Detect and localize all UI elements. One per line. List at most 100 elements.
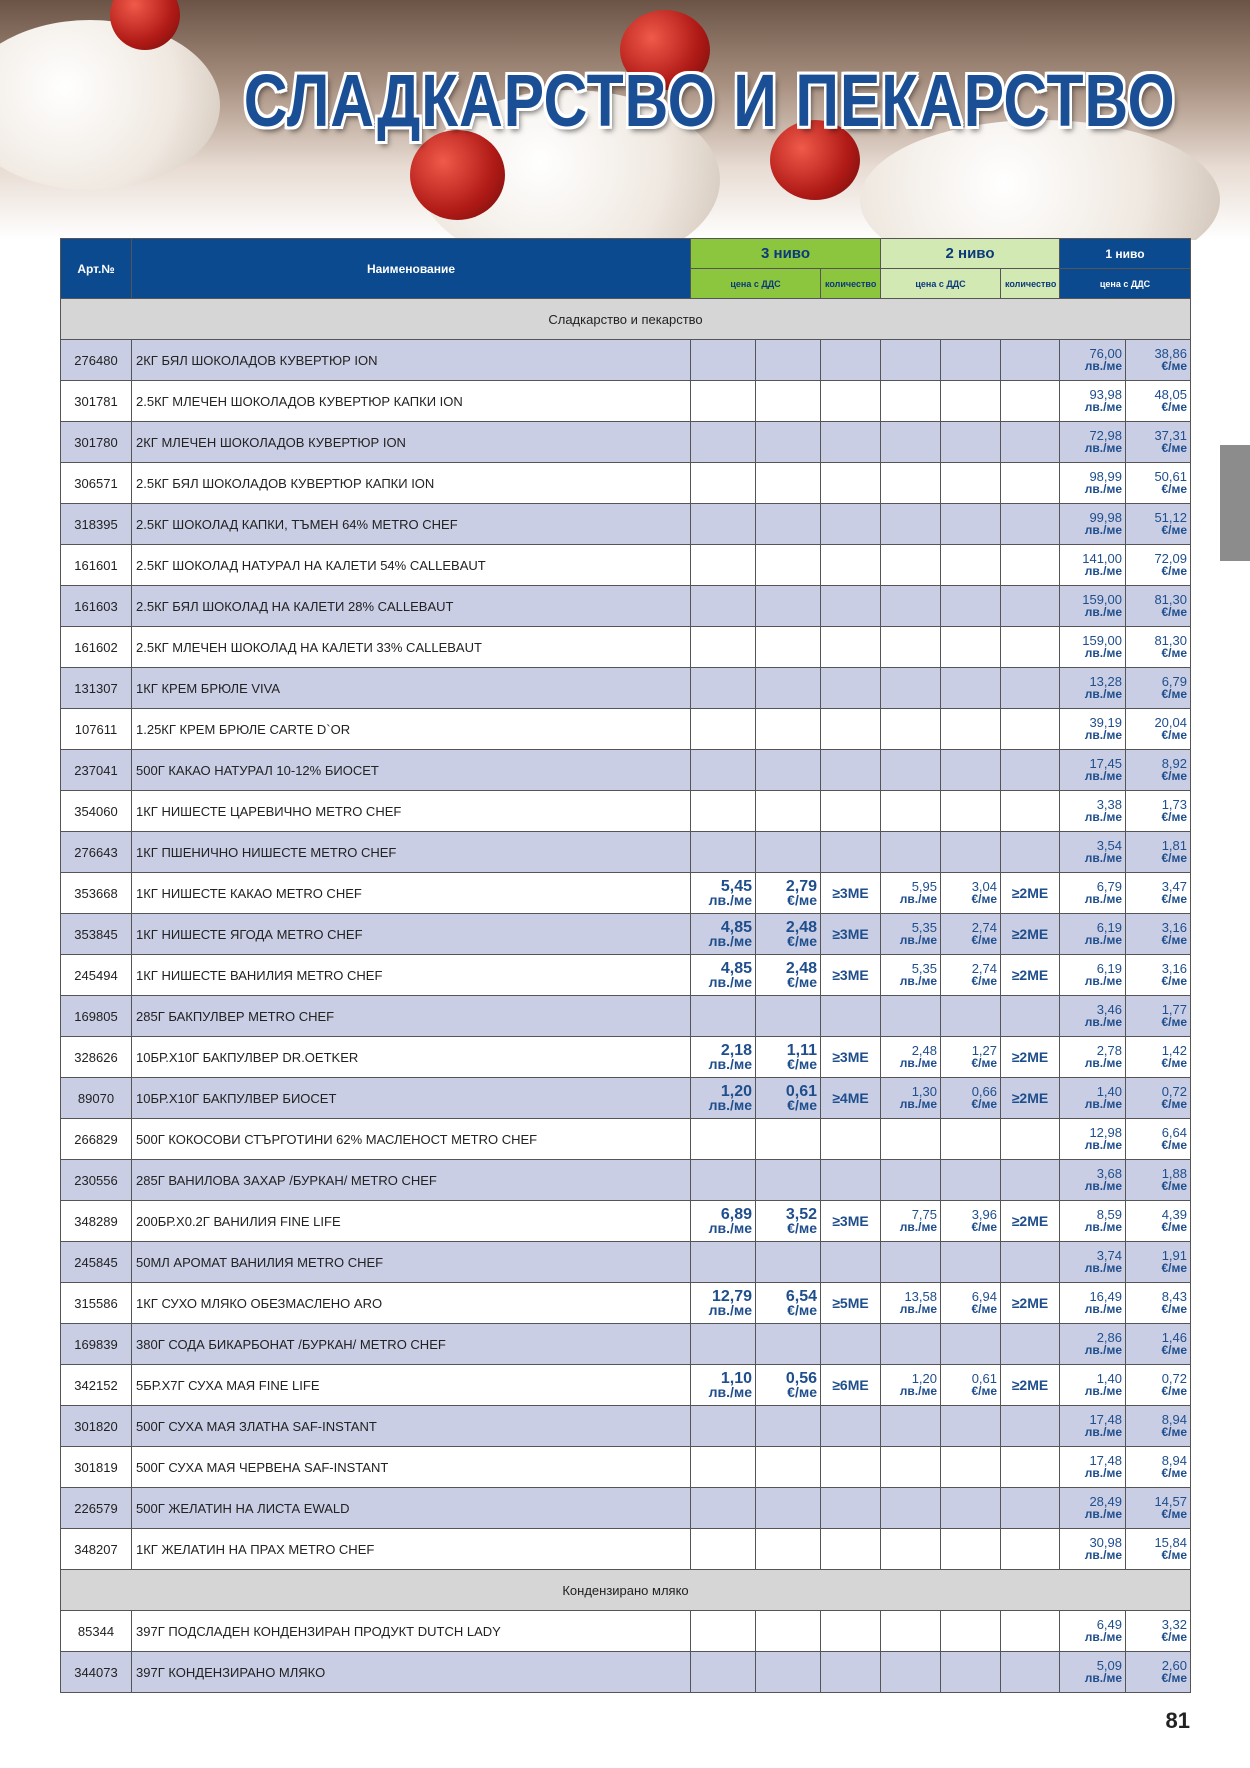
article-number: 107611 bbox=[60, 708, 132, 750]
price-cell: 14,57 €/ме bbox=[1125, 1487, 1191, 1529]
price-cell: 3,54 лв./ме bbox=[1059, 831, 1126, 873]
unit: €/ме bbox=[971, 1384, 997, 1398]
sub-header: количество bbox=[1000, 268, 1060, 299]
price: 72,98 bbox=[1089, 428, 1122, 443]
price-cell bbox=[940, 421, 1001, 463]
quantity bbox=[1000, 1159, 1060, 1201]
price-cell: 6,79 лв./ме bbox=[1059, 872, 1126, 914]
product-row: 169839 380Г СОДА БИКАРБОНАТ /БУРКАН/ METR… bbox=[60, 1323, 1191, 1365]
price-cell: 2,48 лв./ме bbox=[880, 1036, 941, 1078]
quantity: ≥5МЕ bbox=[820, 1282, 881, 1324]
quantity: ≥2МЕ bbox=[1000, 1282, 1060, 1324]
price: 8,59 bbox=[1096, 1207, 1122, 1222]
price-cell bbox=[690, 1405, 756, 1447]
price-cell: 0,66 €/ме bbox=[940, 1077, 1001, 1119]
product-name: 2.5КГ БЯЛ ШОКОЛАД НА КАЛЕТИ 28% CALLEBAU… bbox=[131, 585, 691, 627]
price-cell: 15,84 €/ме bbox=[1125, 1528, 1191, 1570]
quantity bbox=[820, 1528, 881, 1570]
quantity: ≥3МЕ bbox=[820, 954, 881, 996]
unit: €/ме bbox=[971, 1097, 997, 1111]
price: 1,46 bbox=[1161, 1330, 1187, 1345]
unit: лв./ме bbox=[899, 974, 937, 988]
quantity bbox=[1000, 1651, 1060, 1693]
unit: €/ме bbox=[1161, 1179, 1187, 1193]
price: 6,19 bbox=[1096, 920, 1122, 935]
price-cell bbox=[940, 1446, 1001, 1488]
price: 6,64 bbox=[1161, 1125, 1187, 1140]
price-cell bbox=[880, 1118, 941, 1160]
sub-header: цена с ДДС bbox=[1059, 268, 1191, 299]
price: 3,52 bbox=[785, 1205, 817, 1223]
price: 3,74 bbox=[1096, 1248, 1122, 1263]
price-cell bbox=[755, 1610, 821, 1652]
price-cell bbox=[690, 1487, 756, 1529]
price-cell bbox=[880, 790, 941, 832]
price-cell bbox=[755, 585, 821, 627]
unit: €/ме bbox=[1161, 1302, 1187, 1316]
price: 8,94 bbox=[1161, 1453, 1187, 1468]
price: 2,79 bbox=[785, 877, 817, 895]
price-cell bbox=[690, 667, 756, 709]
price-cell bbox=[940, 1159, 1001, 1201]
unit: лв./ме bbox=[1084, 400, 1122, 414]
unit: €/ме bbox=[971, 892, 997, 906]
product-row: 348207 1КГ ЖЕЛАТИН НА ПРАХ METRO CHEF 30,9… bbox=[60, 1528, 1191, 1570]
price-cell: 3,96 €/ме bbox=[940, 1200, 1001, 1242]
unit: €/ме bbox=[1161, 1630, 1187, 1644]
unit: €/ме bbox=[1161, 892, 1187, 906]
price-cell: 17,48 лв./ме bbox=[1059, 1446, 1126, 1488]
product-row: 342152 5БР.Х7Г СУХА МАЯ FINE LIFE 1,10 лв./… bbox=[60, 1364, 1191, 1406]
price-cell: 1,30 лв./ме bbox=[880, 1077, 941, 1119]
price-cell: 5,09 лв./ме bbox=[1059, 1651, 1126, 1693]
quantity bbox=[1000, 585, 1060, 627]
quantity bbox=[1000, 1446, 1060, 1488]
quantity: ≥3МЕ bbox=[820, 872, 881, 914]
quantity bbox=[1000, 544, 1060, 586]
unit: €/ме bbox=[971, 1056, 997, 1070]
quantity bbox=[1000, 1610, 1060, 1652]
price-cell: 159,00 лв./ме bbox=[1059, 626, 1126, 668]
price-cell bbox=[940, 1405, 1001, 1447]
quantity: ≥2МЕ bbox=[1000, 872, 1060, 914]
product-row: 301781 2.5КГ МЛЕЧЕН ШОКОЛАДОВ КУВЕРТЮР КА… bbox=[60, 380, 1191, 422]
price-cell: 6,79 €/ме bbox=[1125, 667, 1191, 709]
sub-header: цена с ДДС bbox=[880, 268, 1001, 299]
price-cell bbox=[880, 1651, 941, 1693]
price-cell bbox=[690, 1241, 756, 1283]
quantity bbox=[1000, 1528, 1060, 1570]
unit: лв./ме bbox=[1084, 728, 1122, 742]
unit: €/ме bbox=[1161, 1220, 1187, 1234]
price: 81,30 bbox=[1154, 633, 1187, 648]
unit: лв./ме bbox=[1084, 687, 1122, 701]
price-cell bbox=[940, 790, 1001, 832]
price-cell: 1,88 €/ме bbox=[1125, 1159, 1191, 1201]
unit: лв./ме bbox=[1084, 1302, 1122, 1316]
price-cell: 8,94 €/ме bbox=[1125, 1405, 1191, 1447]
price-cell bbox=[690, 749, 756, 791]
product-name: 397Г КОНДЕНЗИРАНО МЛЯКО bbox=[131, 1651, 691, 1693]
product-row: 344073 397Г КОНДЕНЗИРАНО МЛЯКО 5,09 лв./ме 2… bbox=[60, 1651, 1191, 1693]
product-name: 1КГ НИШЕСТЕ ВАНИЛИЯ METRO CHEF bbox=[131, 954, 691, 996]
unit: €/ме bbox=[1161, 1425, 1187, 1439]
price: 12,79 bbox=[711, 1287, 752, 1305]
price-cell bbox=[880, 503, 941, 545]
product-row: 161601 2.5КГ ШОКОЛАД НАТУРАЛ НА КАЛЕТИ 54… bbox=[60, 544, 1191, 586]
price: 1,42 bbox=[1161, 1043, 1187, 1058]
price-cell: 1,46 €/ме bbox=[1125, 1323, 1191, 1365]
price: 1,10 bbox=[720, 1369, 752, 1387]
quantity bbox=[1000, 503, 1060, 545]
unit: €/ме bbox=[1161, 441, 1187, 455]
price-cell: 1,40 лв./ме bbox=[1059, 1077, 1126, 1119]
product-row: 301819 500Г СУХА МАЯ ЧЕРВЕНА SAF-INSTANT 1… bbox=[60, 1446, 1191, 1488]
price: 2,48 bbox=[785, 918, 817, 936]
price: 81,30 bbox=[1154, 592, 1187, 607]
article-number: 344073 bbox=[60, 1651, 132, 1693]
decor bbox=[860, 120, 1220, 240]
table-body: Сладкарство и пекарство 276480 2КГ БЯЛ ШОК… bbox=[60, 298, 1191, 1693]
unit: €/ме bbox=[971, 974, 997, 988]
quantity bbox=[820, 1446, 881, 1488]
price: 0,61 bbox=[971, 1371, 997, 1386]
quantity bbox=[820, 1610, 881, 1652]
product-name: 500Г СУХА МАЯ ЧЕРВЕНА SAF-INSTANT bbox=[131, 1446, 691, 1488]
